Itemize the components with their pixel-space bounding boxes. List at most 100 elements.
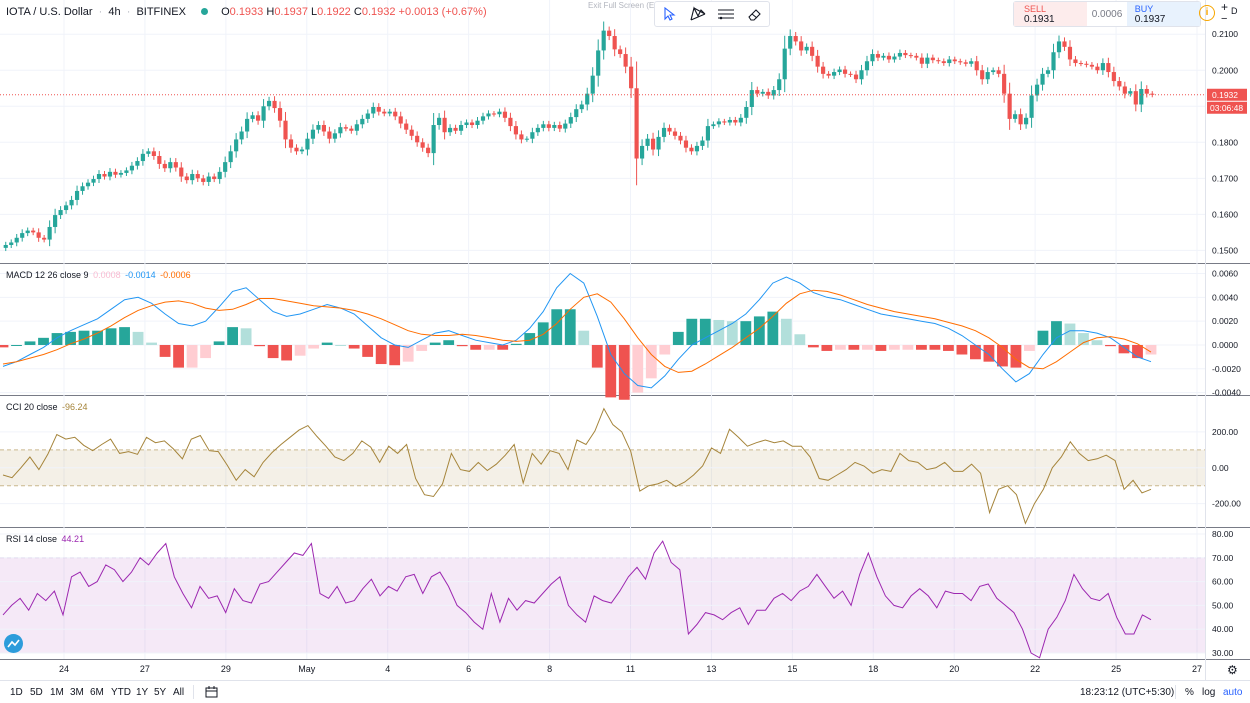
candle-up [700,140,705,146]
x-tick-label: 8 [547,664,552,674]
calendar-icon[interactable] [205,686,218,698]
candle-down [815,55,820,67]
macd-tick-label: 0.0000 [1212,340,1238,350]
candle-up [85,182,91,187]
symbol-name[interactable]: IOTA / U.S. Dollar [6,6,93,18]
price-tick-label: 0.1800 [1212,137,1238,147]
candle-down [491,113,497,115]
range-ytd-button[interactable]: YTD [111,687,131,698]
sell-button[interactable]: SELL 0.1931 [1014,2,1088,26]
price-tick-label: 0.1500 [1212,245,1238,255]
range-3m-button[interactable]: 3M [70,687,84,698]
macd-histogram-bar [983,344,995,362]
candle-up [338,127,343,134]
macd-histogram-bar [389,344,401,366]
toolbar-divider [1175,685,1176,699]
candle-down [1122,86,1127,94]
x-tick-label: 20 [949,664,959,674]
candle-down [349,128,354,131]
candle-down [1062,41,1067,47]
candle-down [963,62,968,64]
price-tick-label: 0.2000 [1212,65,1238,75]
candle-up [64,205,69,211]
pattern-tool-button[interactable] [687,4,709,24]
auto-toggle[interactable]: auto [1223,687,1243,698]
candle-up [1029,95,1034,118]
range-1y-button[interactable]: 1Y [136,687,149,698]
candle-up [480,116,486,121]
candle-down [31,230,36,233]
candle-down [629,66,634,89]
macd-histogram-bar [794,334,806,345]
candle-up [74,190,80,200]
candle-up [497,111,502,115]
info-icon[interactable]: i [1199,5,1215,21]
candle-up [250,115,255,119]
x-tick-label: 6 [466,664,471,674]
range-all-button[interactable]: All [173,687,185,698]
macd-tick-label: -0.0040 [1212,388,1241,398]
cursor-tool-button[interactable] [658,4,680,24]
range-5d-button[interactable]: 5D [30,687,43,698]
candle-down [1095,66,1100,71]
candle-down [607,30,612,37]
candle-down [113,171,118,175]
open-value: 0.1933 [229,6,264,18]
separator-dot: · [98,6,103,18]
candle-down [546,124,551,128]
candle-up [727,119,732,123]
add-button[interactable]: + [1221,0,1229,14]
clock-time[interactable]: 18:23:12 (UTC+5:30) [1080,687,1175,698]
candle-down [1018,114,1023,125]
minus-button[interactable]: − [1221,13,1228,25]
range-6m-button[interactable]: 6M [90,687,104,698]
rsi-name[interactable]: RSI 14 close [6,534,58,544]
macd-signal-value: -0.0006 [160,270,191,280]
eraser-tool-button[interactable] [744,4,766,24]
candle-up [299,149,305,152]
macd-histogram-bar [227,327,239,345]
interval-label[interactable]: 4h [108,6,121,18]
candle-up [585,93,590,105]
cci-value: -96.24 [62,402,88,412]
x-tick-label: 13 [706,664,716,674]
candle-up [1045,70,1051,74]
macd-name[interactable]: MACD 12 26 close 9 [6,270,89,280]
range-1d-button[interactable]: 1D [10,687,23,698]
candle-up [58,210,63,216]
candle-down [393,111,398,117]
tradingview-logo[interactable] [4,634,23,653]
macd-histogram-bar [591,344,603,368]
countdown-label: 03:06:48 [1210,103,1243,113]
candle-down [1133,91,1138,105]
exit-fullscreen-hint[interactable]: Exit Full Screen (Es [588,1,659,10]
macd-histogram-bar [240,328,252,345]
macd-histogram-bar [740,321,752,345]
macd-histogram-bar [929,344,941,350]
cci-tick-label: -200.00 [1212,499,1241,509]
x-tick-label: May [298,664,316,674]
log-toggle[interactable]: log [1202,687,1216,698]
candle-down [195,174,200,179]
macd-histogram-bar [888,344,900,350]
macd-histogram-bar [1078,333,1089,345]
x-tick-label: 27 [1192,664,1202,674]
cci-name[interactable]: CCI 20 close [6,402,58,412]
percent-toggle[interactable]: % [1185,687,1194,698]
macd-histogram-bar [821,344,833,351]
candle-down [201,178,206,182]
candle-down [519,134,524,140]
candle-up [640,145,645,159]
d-button[interactable]: D [1231,6,1238,16]
lines-tool-button[interactable] [715,4,737,24]
macd-histogram-bar [578,330,590,345]
candle-down [1089,64,1094,67]
range-5y-button[interactable]: 5Y [154,687,167,698]
candle-down [409,129,414,136]
range-1m-button[interactable]: 1M [50,687,64,698]
candle-up [124,170,129,173]
buy-button[interactable]: BUY 0.1937 [1126,2,1200,26]
candle-up [91,179,96,183]
